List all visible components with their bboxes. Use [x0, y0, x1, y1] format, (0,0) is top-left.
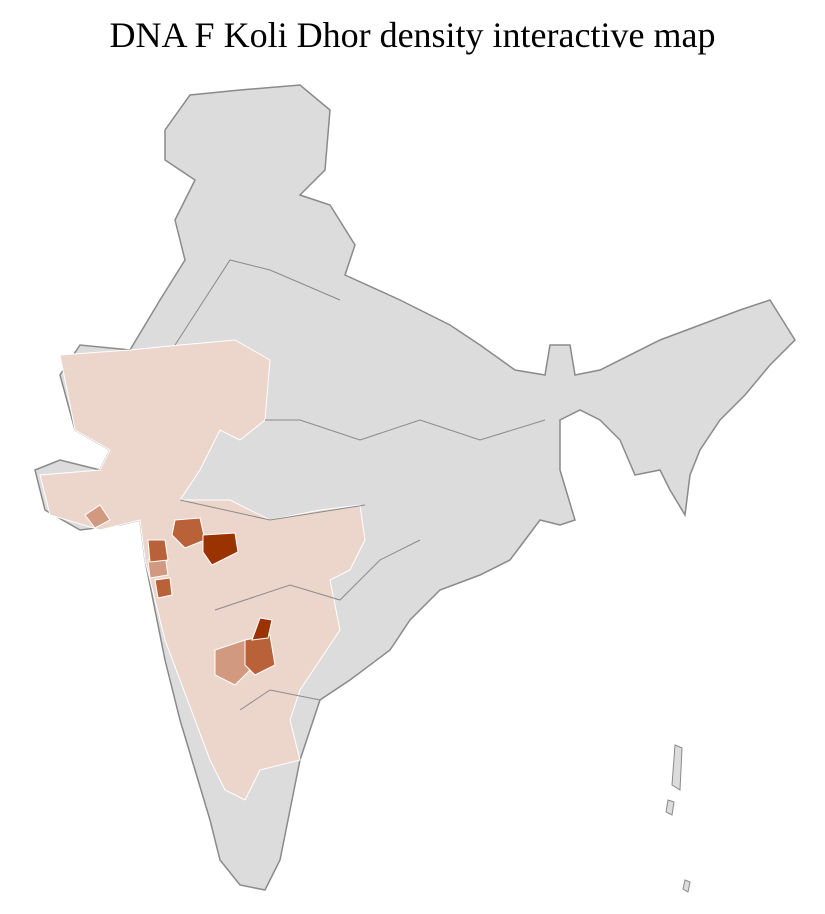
region-low-density[interactable] [39, 339, 366, 801]
region-high-density[interactable] [171, 517, 206, 549]
andaman-nicobar-islands[interactable] [665, 744, 691, 893]
state-border [265, 419, 546, 441]
map-title: DNA F Koli Dhor density interactive map [109, 15, 716, 55]
region-highest-density[interactable] [202, 532, 239, 566]
region-medium-density[interactable] [214, 639, 251, 686]
state-border [239, 689, 321, 711]
region-highest-density[interactable] [251, 617, 273, 641]
state-border [179, 499, 366, 521]
region-medium-density[interactable] [84, 504, 111, 529]
region-high-density[interactable] [154, 577, 173, 599]
state-border [174, 259, 341, 346]
region-high-density[interactable] [147, 539, 169, 563]
state-border [214, 539, 421, 611]
